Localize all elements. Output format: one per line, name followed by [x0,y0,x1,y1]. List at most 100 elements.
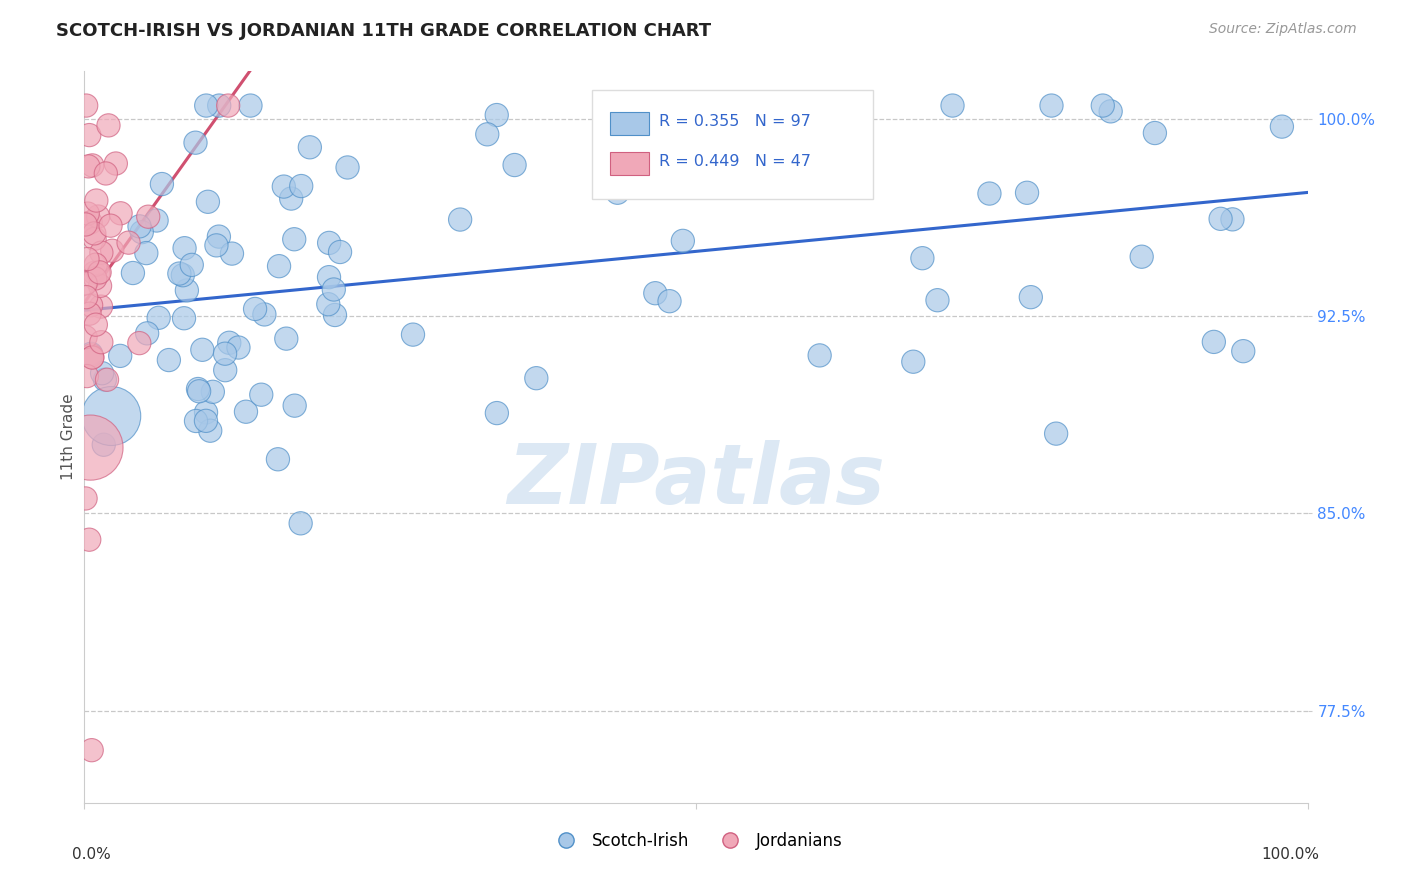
Point [195,405,218,419]
Point [284,399,307,413]
Point [661,179,683,194]
Point [75,277,97,291]
Point [184,136,207,150]
Point [201,384,224,399]
Point [449,212,471,227]
Point [485,108,508,122]
Point [187,382,209,396]
Point [235,405,257,419]
Point [90,245,112,260]
Point [336,161,359,175]
Point [184,414,207,428]
Point [1015,186,1038,200]
Point [290,516,312,531]
Point [402,327,425,342]
Point [180,258,202,272]
Point [87,266,110,280]
Point [135,246,157,260]
Point [688,175,710,189]
Point [1143,126,1166,140]
Point [75,98,97,112]
Point [128,336,150,351]
Point [145,213,167,227]
Point [84,258,107,272]
Point [89,279,111,293]
Point [104,156,127,170]
Point [101,244,124,258]
Point [75,491,97,506]
Point [217,98,239,112]
Point [108,349,131,363]
Point [82,351,104,365]
FancyBboxPatch shape [592,90,873,200]
Point [208,98,231,112]
Point [606,186,628,200]
Point [276,332,298,346]
Point [280,192,302,206]
Text: 0.0%: 0.0% [72,847,111,862]
Point [76,206,98,220]
Point [79,441,101,455]
Point [911,251,934,265]
Point [218,335,240,350]
Point [195,98,218,112]
Point [131,225,153,239]
Text: SCOTCH-IRISH VS JORDANIAN 11TH GRADE CORRELATION CHART: SCOTCH-IRISH VS JORDANIAN 11TH GRADE COR… [56,22,711,40]
Point [93,438,115,452]
Point [267,452,290,467]
Point [128,219,150,234]
Point [100,219,122,233]
Point [176,284,198,298]
Point [731,114,754,128]
Point [122,266,145,280]
Point [1130,250,1153,264]
Point [80,215,103,229]
Point [1099,104,1122,119]
Point [172,268,194,283]
Point [941,98,963,112]
Point [903,355,925,369]
Point [79,307,101,321]
Point [191,343,214,357]
Point [1040,98,1063,112]
Point [322,283,344,297]
Point [84,271,107,285]
Point [200,424,222,438]
Point [150,177,173,191]
Point [77,533,100,547]
Point [228,341,250,355]
Point [1202,334,1225,349]
Point [97,119,120,133]
Text: R = 0.355   N = 97: R = 0.355 N = 97 [659,113,811,128]
Point [1271,120,1294,134]
Point [728,161,751,175]
Point [979,186,1001,201]
Point [205,238,228,252]
Point [208,229,231,244]
Point [117,235,139,250]
Point [89,265,111,279]
Point [273,179,295,194]
Y-axis label: 11th Grade: 11th Grade [60,393,76,481]
Point [87,210,110,224]
Point [329,245,352,260]
Point [188,384,211,399]
Point [94,166,117,180]
Point [84,318,107,332]
Point [1222,212,1244,227]
Point [323,308,346,322]
Point [76,369,98,384]
Point [77,160,100,174]
Point [644,286,666,301]
Point [658,294,681,309]
Point [253,308,276,322]
Text: 100.0%: 100.0% [1261,847,1320,862]
Point [90,335,112,350]
Legend: Scotch-Irish, Jordanians: Scotch-Irish, Jordanians [543,825,849,856]
Point [1209,211,1232,226]
Point [90,300,112,314]
Point [283,232,305,246]
Point [75,330,97,344]
Text: ZIPatlas: ZIPatlas [508,441,884,522]
Point [485,406,508,420]
